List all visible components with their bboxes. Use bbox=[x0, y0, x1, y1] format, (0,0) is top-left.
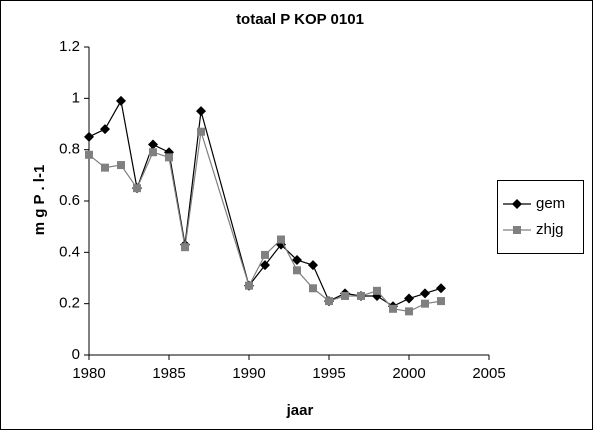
marker-square bbox=[101, 163, 109, 172]
y-tick-label: 1.2 bbox=[59, 38, 80, 55]
x-tick-label: 1995 bbox=[312, 365, 345, 382]
marker-square bbox=[181, 243, 189, 252]
marker-square bbox=[373, 286, 381, 295]
chart-title: totaal P KOP 0101 bbox=[236, 11, 364, 28]
marker-diamond bbox=[148, 139, 158, 150]
y-tick-label: 0.8 bbox=[59, 141, 80, 158]
marker-square bbox=[325, 297, 333, 306]
y-tick-label: 1 bbox=[72, 89, 80, 106]
y-tick-label: 0 bbox=[72, 346, 80, 363]
marker-diamond bbox=[308, 260, 318, 271]
marker-square bbox=[421, 299, 429, 308]
marker-square bbox=[437, 297, 445, 306]
marker-diamond bbox=[512, 199, 522, 209]
y-tick-label: 0.6 bbox=[59, 192, 80, 209]
marker-square bbox=[165, 153, 173, 162]
marker-square bbox=[133, 184, 141, 193]
x-tick-label: 1990 bbox=[232, 365, 265, 382]
marker-square bbox=[513, 226, 521, 234]
y-tick-label: 0.4 bbox=[59, 243, 80, 260]
marker-diamond bbox=[420, 288, 430, 299]
marker-diamond bbox=[436, 283, 446, 294]
y-tick-label: 0.2 bbox=[59, 295, 80, 312]
marker-diamond bbox=[116, 95, 126, 106]
marker-square bbox=[277, 235, 285, 244]
marker-square bbox=[293, 266, 301, 275]
marker-square bbox=[149, 148, 157, 157]
marker-square bbox=[341, 291, 349, 300]
marker-diamond bbox=[260, 260, 270, 271]
marker-square bbox=[197, 127, 205, 136]
marker-square bbox=[261, 250, 269, 259]
marker-square bbox=[357, 291, 365, 300]
x-tick-label: 1985 bbox=[152, 365, 185, 382]
x-axis-label: jaar bbox=[286, 402, 314, 419]
marker-diamond bbox=[196, 106, 206, 117]
marker-square bbox=[245, 281, 253, 290]
marker-diamond bbox=[84, 131, 94, 142]
marker-square bbox=[405, 307, 413, 316]
marker-square bbox=[85, 150, 93, 159]
x-tick-label: 2000 bbox=[392, 365, 425, 382]
marker-diamond bbox=[292, 255, 302, 266]
marker-diamond bbox=[404, 293, 414, 304]
legend-label: gem bbox=[536, 195, 565, 212]
marker-square bbox=[309, 284, 317, 293]
marker-square bbox=[389, 304, 397, 313]
marker-diamond bbox=[100, 124, 110, 135]
y-axis-label: m g P . l-1 bbox=[31, 165, 48, 236]
marker-square bbox=[117, 161, 125, 170]
legend bbox=[497, 180, 584, 254]
legend-label: zhjg bbox=[536, 221, 564, 238]
x-tick-label: 2005 bbox=[472, 365, 505, 382]
x-tick-label: 1980 bbox=[72, 365, 105, 382]
